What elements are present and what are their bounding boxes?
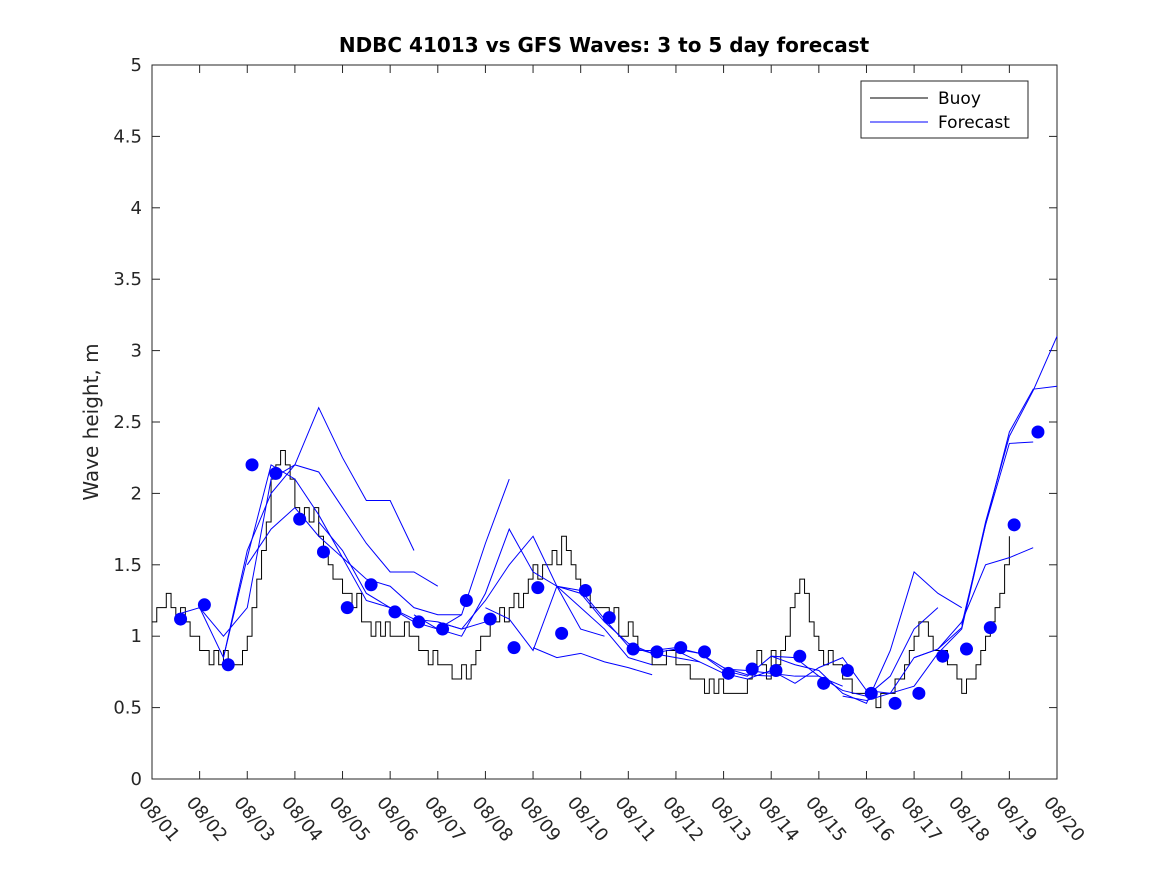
forecast-point	[721, 666, 735, 680]
forecast-point	[531, 581, 545, 595]
legend: Buoy Forecast	[860, 80, 1029, 139]
x-tick-label: 08/08	[468, 793, 517, 846]
forecast-point	[960, 642, 973, 656]
forecast-point	[817, 676, 831, 690]
y-tick-label: 0.5	[113, 698, 142, 719]
y-tick-label: 3	[131, 341, 142, 362]
y-tick-label: 0	[131, 769, 142, 790]
plot-area	[151, 64, 1058, 780]
legend-box	[860, 80, 1029, 139]
forecast-point	[840, 663, 854, 677]
forecast-point	[793, 649, 807, 663]
x-tick-label: 08/19	[992, 793, 1041, 846]
forecast-point	[769, 663, 783, 677]
forecast-point	[983, 621, 997, 635]
series-layer	[152, 336, 1058, 710]
forecast-point	[197, 598, 211, 612]
x-tick-label: 08/18	[944, 793, 993, 846]
forecast-point	[1031, 425, 1045, 439]
x-tick-label: 08/17	[896, 793, 945, 846]
x-tick-label: 08/03	[229, 793, 278, 846]
y-axis-label: Wave height, m	[79, 343, 103, 500]
forecast-point	[293, 512, 307, 526]
legend-label-buoy: Buoy	[938, 89, 981, 109]
forecast-point	[174, 612, 188, 626]
forecast-run-line-9	[556, 585, 772, 677]
forecast-point	[245, 458, 259, 472]
forecast-run-line-8	[532, 647, 653, 676]
y-tick-label: 2.5	[113, 412, 142, 433]
x-tick-label: 08/12	[658, 793, 707, 846]
forecast-point	[602, 611, 616, 625]
forecast-point	[888, 696, 902, 710]
x-tick-label: 08/02	[182, 793, 231, 846]
forecast-point	[936, 649, 950, 663]
x-tick-label: 08/06	[372, 793, 421, 846]
x-tick-label: 08/14	[753, 793, 802, 846]
forecast-run-line-13	[771, 571, 962, 704]
forecast-point	[650, 645, 664, 659]
forecast-point	[340, 601, 354, 615]
forecast-run-line-17	[961, 385, 1058, 625]
forecast-point	[483, 612, 497, 626]
y-tick-label: 1.5	[113, 555, 142, 576]
x-tick-label: 08/09	[515, 793, 564, 846]
y-tick-label: 4	[131, 198, 142, 219]
forecast-point	[316, 545, 330, 559]
x-tick-label: 08/16	[849, 793, 898, 846]
x-tick-label: 08/10	[563, 793, 612, 846]
forecast-point	[698, 645, 712, 659]
forecast-point	[864, 686, 878, 700]
forecast-run-line-1	[199, 464, 439, 660]
forecast-run-line-15	[890, 441, 1034, 694]
forecast-point	[221, 658, 235, 672]
chart-title: NDBC 41013 vs GFS Waves: 3 to 5 day fore…	[339, 33, 870, 57]
forecast-run-line-7	[485, 585, 700, 663]
forecast-point	[674, 641, 688, 655]
forecast-run-line-16	[913, 336, 1058, 659]
forecast-run-line-6	[437, 535, 653, 666]
forecast-run-line-10	[628, 647, 843, 687]
x-tick-label: 08/05	[325, 793, 374, 846]
forecast-point	[1007, 518, 1021, 532]
forecast-point	[507, 641, 521, 655]
x-tick-label: 08/11	[610, 793, 659, 846]
forecast-point	[269, 466, 283, 480]
x-tick-label: 08/20	[1039, 793, 1088, 846]
x-tick-label: 08/13	[706, 793, 755, 846]
forecast-point	[555, 626, 569, 640]
y-tick-label: 3.5	[113, 269, 142, 290]
forecast-run-line-11	[675, 650, 891, 694]
forecast-point	[364, 578, 378, 592]
y-tick-label: 5	[131, 55, 142, 76]
forecast-point	[912, 686, 926, 700]
y-tick-label: 1	[131, 626, 142, 647]
x-tick-label: 08/15	[801, 793, 850, 846]
forecast-point	[412, 615, 426, 629]
forecast-run-line-12	[723, 607, 939, 697]
legend-label-forecast: Forecast	[938, 113, 1010, 133]
forecast-point	[626, 642, 640, 656]
y-tick-label: 2	[131, 483, 142, 504]
y-axis: 0 0.5 1 1.5 2 2.5 3 3.5 4 4.5 5	[113, 55, 1057, 790]
buoy-series-line	[152, 450, 1010, 709]
x-tick-label: 08/07	[420, 793, 469, 846]
forecast-point	[578, 584, 592, 598]
forecast-point	[459, 594, 473, 607]
x-tick-label: 08/01	[134, 793, 183, 846]
forecast-point	[745, 662, 759, 676]
y-tick-label: 4.5	[113, 126, 142, 147]
x-tick-label: 08/04	[277, 793, 326, 846]
forecast-point	[388, 605, 402, 619]
forecast-point	[436, 622, 450, 636]
